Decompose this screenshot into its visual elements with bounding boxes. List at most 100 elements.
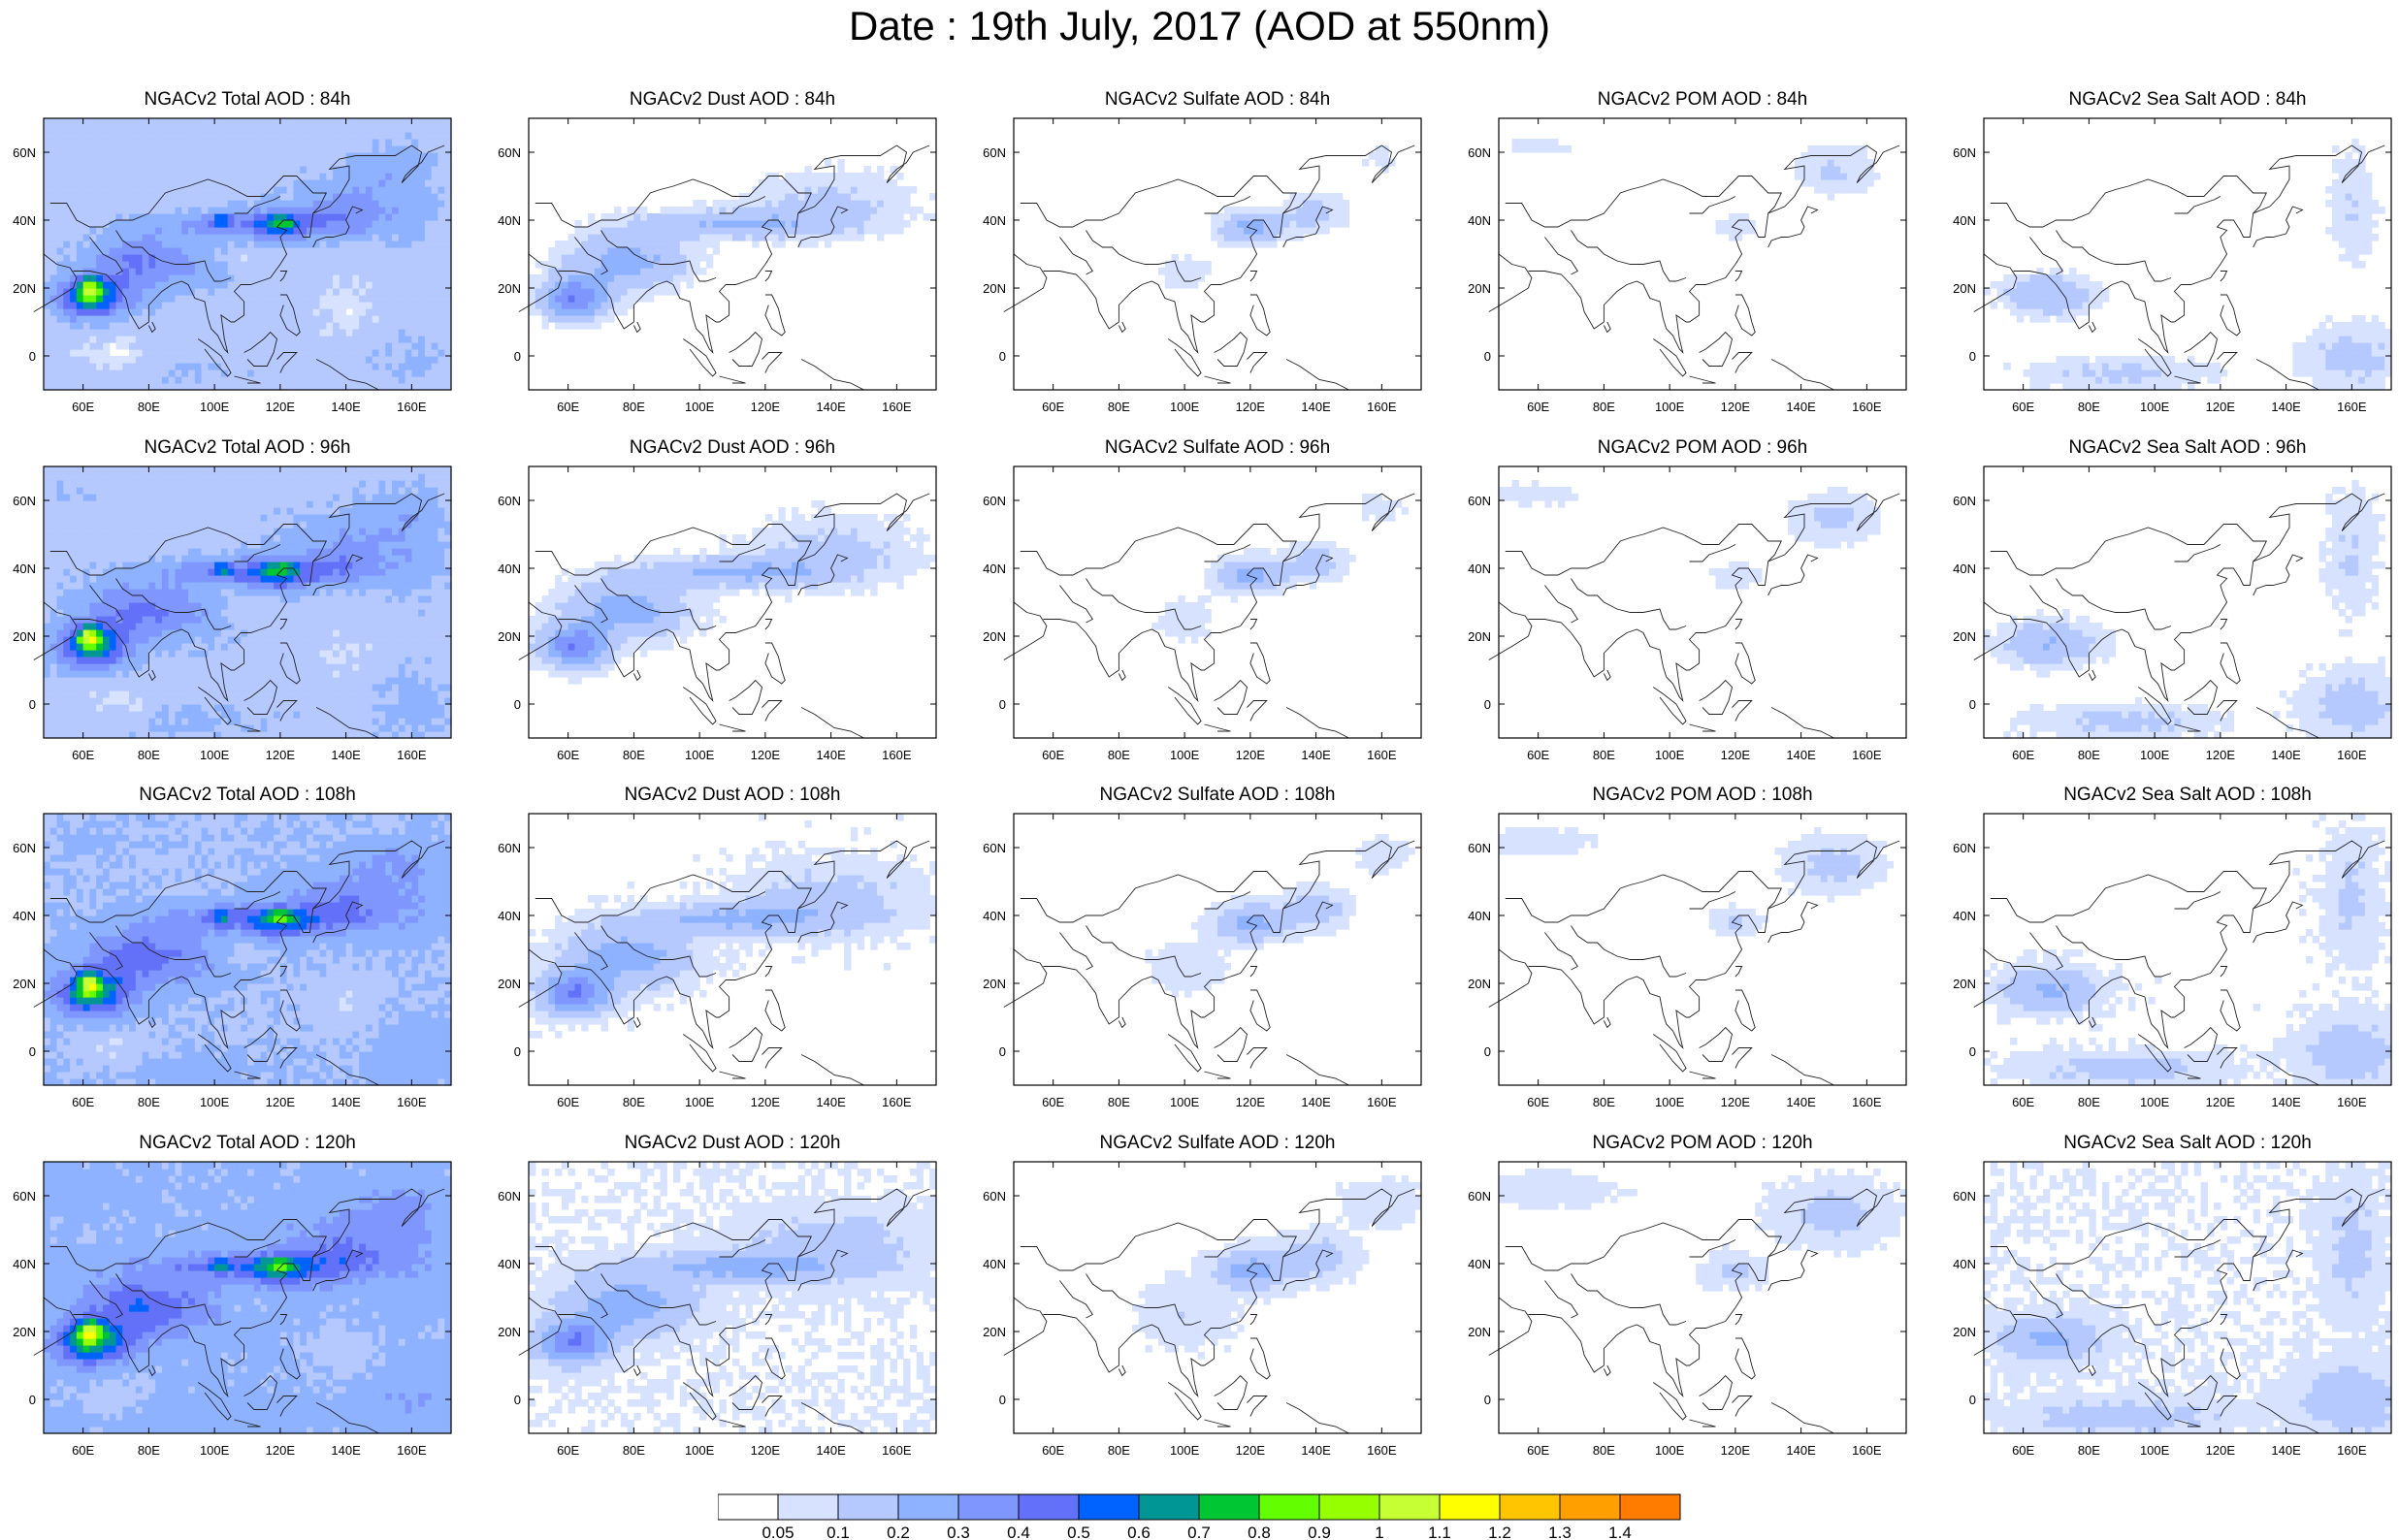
aod-cell: [326, 200, 334, 208]
aod-cell: [2384, 329, 2392, 337]
aod-cell: [44, 118, 51, 126]
aod-cell: [890, 166, 897, 174]
aod-cell: [181, 207, 189, 214]
aod-cell: [96, 480, 104, 488]
aod-cell: [2128, 376, 2136, 384]
aod-cell: [2332, 349, 2340, 357]
aod-cell: [102, 507, 111, 515]
panel-title: NGACv2 Total AOD : 84h: [44, 89, 451, 111]
aod-cell: [679, 254, 688, 262]
aod-cell: [49, 295, 58, 303]
aod-cell: [2332, 186, 2340, 194]
aod-cell: [135, 643, 144, 651]
aod-cell: [646, 261, 655, 269]
aod-cell: [122, 582, 130, 590]
aod-cell: [392, 220, 400, 228]
aod-cell: [2029, 274, 2037, 282]
aod-cell: [418, 281, 426, 289]
aod-cell: [122, 186, 130, 194]
aod-cell: [333, 234, 340, 241]
aod-cell: [56, 731, 64, 739]
aod-cell: [168, 684, 177, 691]
aod-cell: [2358, 234, 2366, 241]
aod-cell: [247, 145, 255, 153]
aod-cell: [175, 629, 182, 637]
aod-cell: [102, 534, 111, 542]
aod-cell: [359, 281, 367, 289]
aod-cell: [411, 376, 419, 384]
aod-cell: [352, 308, 360, 316]
aod-cell: [600, 274, 608, 282]
coast-line: [234, 196, 281, 214]
coast-line: [147, 321, 156, 334]
aod-cell: [168, 494, 177, 501]
aod-cell: [241, 241, 248, 248]
aod-cell: [359, 247, 367, 255]
aod-cell: [214, 349, 222, 357]
aod-cell: [181, 575, 189, 583]
aod-cell: [352, 118, 360, 126]
aod-cell: [142, 663, 149, 671]
aod-cell: [96, 724, 104, 732]
aod-cell: [312, 193, 321, 201]
aod-cell: [102, 308, 111, 316]
aod-cell: [1814, 145, 1822, 153]
aod-cell: [844, 173, 852, 180]
aod-cell: [2095, 288, 2103, 296]
lon-tick-label: 160E: [397, 400, 427, 414]
aod-cell: [220, 342, 229, 350]
aod-cell: [1860, 159, 1867, 167]
aod-cell: [161, 657, 170, 664]
aod-cell: [155, 227, 163, 235]
aod-cell: [627, 234, 634, 241]
aod-cell: [155, 561, 163, 569]
aod-cell: [44, 494, 51, 501]
aod-cell: [181, 561, 189, 569]
aod-cell: [260, 213, 268, 221]
aod-cell: [640, 207, 648, 214]
aod-cell: [392, 322, 400, 330]
aod-cell: [82, 561, 91, 569]
aod-cell: [2082, 308, 2090, 316]
aod-cell: [726, 207, 733, 214]
aod-cell: [764, 234, 773, 241]
aod-cell: [326, 261, 334, 269]
aod-cell: [614, 288, 622, 296]
aod-cell: [352, 376, 360, 384]
aod-cell: [306, 132, 314, 140]
aod-cell: [161, 200, 170, 208]
aod-cell: [168, 241, 177, 248]
aod-cell: [1217, 234, 1225, 241]
aod-cell: [135, 383, 144, 391]
aod-cell: [260, 295, 268, 303]
aod-cell: [581, 247, 589, 255]
map-frame: [1983, 117, 2392, 391]
aod-cell: [56, 561, 64, 569]
aod-cell: [1531, 139, 1540, 146]
aod-cell: [600, 281, 608, 289]
aod-cell: [201, 234, 209, 241]
aod-cell: [2318, 329, 2326, 337]
aod-cell: [148, 602, 156, 610]
aod-cell: [63, 125, 71, 133]
aod-cell: [372, 329, 380, 337]
aod-cell: [2378, 207, 2385, 214]
aod-cell: [56, 507, 64, 515]
aod-cell: [850, 220, 859, 228]
aod-cell: [797, 213, 806, 221]
aod-cell: [135, 268, 144, 275]
coastline: [1488, 144, 1900, 391]
aod-cell: [44, 308, 51, 316]
aod-cell: [1244, 227, 1251, 235]
aod-cell: [267, 295, 275, 303]
aod-cell: [201, 241, 209, 248]
aod-cell: [220, 261, 229, 269]
aod-cell: [2332, 342, 2340, 350]
aod-cell: [2338, 234, 2347, 241]
aod-cell: [168, 521, 177, 529]
aod-cell: [293, 118, 301, 126]
aod-cell: [392, 342, 400, 350]
aod-cell: [63, 582, 71, 590]
aod-cell: [2345, 186, 2352, 194]
